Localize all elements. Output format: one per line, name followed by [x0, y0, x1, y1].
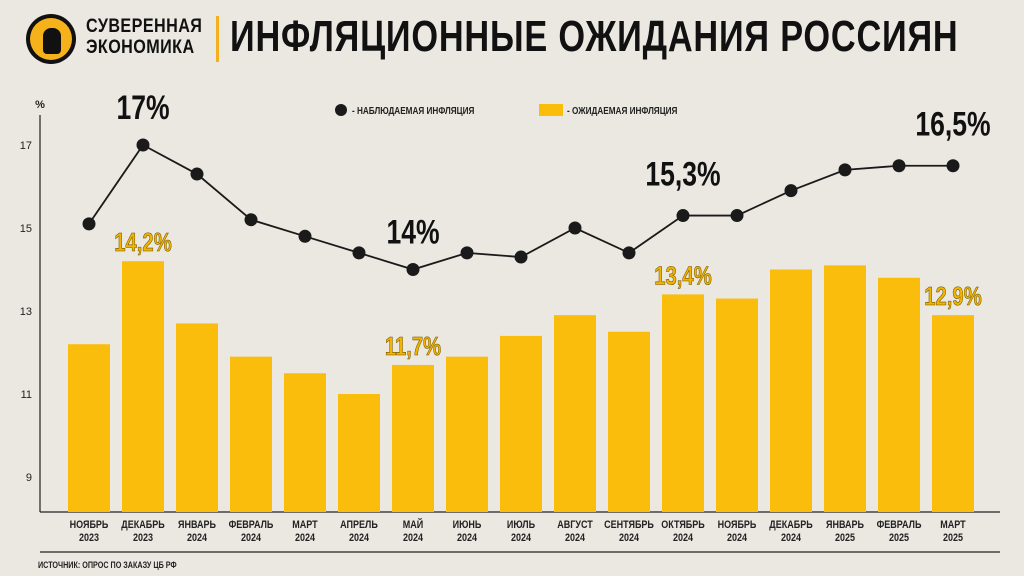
legend-expected-marker	[539, 104, 563, 116]
legend-expected-label: - ОЖИДАЕМАЯ ИНФЛЯЦИЯ	[567, 105, 677, 116]
y-tick-label: 13	[20, 306, 32, 318]
point-observed-9	[568, 221, 582, 235]
legend-observed-label: - НАБЛЮДАЕМАЯ ИНФЛЯЦИЯ	[352, 105, 474, 116]
point-observed-5	[352, 246, 366, 260]
bar-expected-14	[824, 265, 866, 512]
x-tick-label: АПРЕЛЬ 2024	[340, 519, 378, 544]
x-tick-label: МАРТ 2025	[940, 519, 966, 544]
page-title: ИНФЛЯЦИОННЫЕ ОЖИДАНИЯ РОССИЯН	[230, 12, 959, 61]
x-tick-label: ИЮЛЬ 2024	[507, 519, 535, 544]
y-tick-label: 17	[20, 140, 32, 152]
expected-value-label: 11,7%	[385, 332, 442, 361]
x-tick-label: АВГУСТ 2024	[557, 519, 593, 544]
point-observed-1	[136, 138, 150, 152]
x-tick-label: СЕНТЯБРЬ 2024	[604, 519, 654, 544]
point-observed-8	[514, 250, 528, 264]
bars	[68, 261, 974, 512]
point-observed-16	[946, 159, 960, 173]
point-observed-11	[676, 209, 690, 223]
line-series	[82, 138, 960, 276]
observed-value-label: 17%	[116, 89, 169, 127]
legend: - НАБЛЮДАЕМАЯ ИНФЛЯЦИЯ - ОЖИДАЕМАЯ ИНФЛЯЦ…	[335, 104, 677, 116]
bar-expected-15	[878, 277, 920, 512]
point-observed-14	[838, 163, 852, 177]
observed-value-label: 14%	[386, 213, 439, 251]
bar-expected-4	[284, 373, 326, 512]
source-note: ИСТОЧНИК: ОПРОС ПО ЗАКАЗУ ЦБ РФ	[38, 560, 177, 570]
axes: % 9 11 13 15 17 НОЯБРЬ 2023 ДЕКАБРЬ 2023 ЯНВАРЬ 202…	[20, 99, 1000, 553]
point-observed-3	[244, 213, 258, 227]
bar-expected-8	[500, 335, 542, 512]
x-tick-label: ИЮНЬ 2024	[453, 519, 482, 544]
x-tick-label: ЯНВАРЬ 2025	[826, 519, 864, 544]
bar-expected-2	[176, 323, 218, 512]
bar-expected-12	[716, 298, 758, 512]
y-tick-label: 9	[26, 472, 32, 484]
x-tick-label: ОКТЯБРЬ 2024	[661, 519, 705, 544]
point-observed-0	[82, 217, 96, 231]
bar-expected-9	[554, 315, 596, 512]
observed-value-label: 16,5%	[915, 106, 990, 144]
point-observed-13	[784, 184, 798, 198]
x-tick-label: ДЕКАБРЬ 2023	[121, 519, 164, 544]
point-observed-10	[622, 246, 636, 260]
bar-expected-7	[446, 356, 488, 512]
bar-expected-3	[230, 356, 272, 512]
logo-bear-icon	[26, 14, 76, 64]
point-observed-2	[190, 167, 204, 181]
bar-expected-11	[662, 294, 704, 512]
y-tick-label: 15	[20, 223, 32, 235]
expected-value-label: 12,9%	[924, 282, 982, 311]
expected-value-label: 14,2%	[114, 228, 172, 257]
x-tick-label: ФЕВРАЛЬ 2025	[877, 519, 922, 544]
point-observed-6	[406, 263, 420, 276]
bar-expected-6	[392, 364, 434, 512]
bar-expected-10	[608, 331, 650, 512]
brand-line-2: ЭКОНОМИКА	[86, 37, 195, 58]
bar-expected-13	[770, 269, 812, 512]
x-tick-label: ЯНВАРЬ 2024	[178, 519, 216, 544]
bar-expected-5	[338, 394, 380, 512]
labels: 17% 14% 15,3% 16,5% 14,2% 11,7% 13,4% 12,9%	[114, 89, 991, 361]
point-observed-15	[892, 159, 906, 173]
x-tick-label: ФЕВРАЛЬ 2024	[229, 519, 274, 544]
x-tick-label: МАРТ 2024	[292, 519, 318, 544]
point-observed-7	[460, 246, 474, 260]
legend-observed-marker	[335, 104, 347, 116]
point-observed-12	[730, 209, 744, 223]
x-tick-label: НОЯБРЬ 2023	[70, 519, 109, 544]
x-tick-label: НОЯБРЬ 2024	[718, 519, 757, 544]
header: СУВЕРЕННАЯ ЭКОНОМИКА ИНФЛЯЦИОННЫЕ ОЖИДАН…	[0, 0, 1024, 80]
bar-expected-0	[68, 344, 110, 512]
y-tick-label: 11	[21, 389, 32, 401]
expected-value-label: 13,4%	[654, 261, 712, 290]
point-observed-4	[298, 229, 312, 243]
bar-expected-16	[932, 315, 974, 512]
x-tick-label: ДЕКАБРЬ 2024	[769, 519, 812, 544]
brand-name: СУВЕРЕННАЯ ЭКОНОМИКА	[86, 16, 202, 58]
x-tick-label: МАЙ 2024	[403, 517, 424, 544]
bar-expected-1	[122, 261, 164, 512]
y-axis-label: %	[35, 99, 45, 111]
observed-value-label: 15,3%	[645, 155, 720, 193]
brand-line-1: СУВЕРЕННАЯ	[86, 16, 203, 37]
header-divider	[216, 16, 219, 62]
